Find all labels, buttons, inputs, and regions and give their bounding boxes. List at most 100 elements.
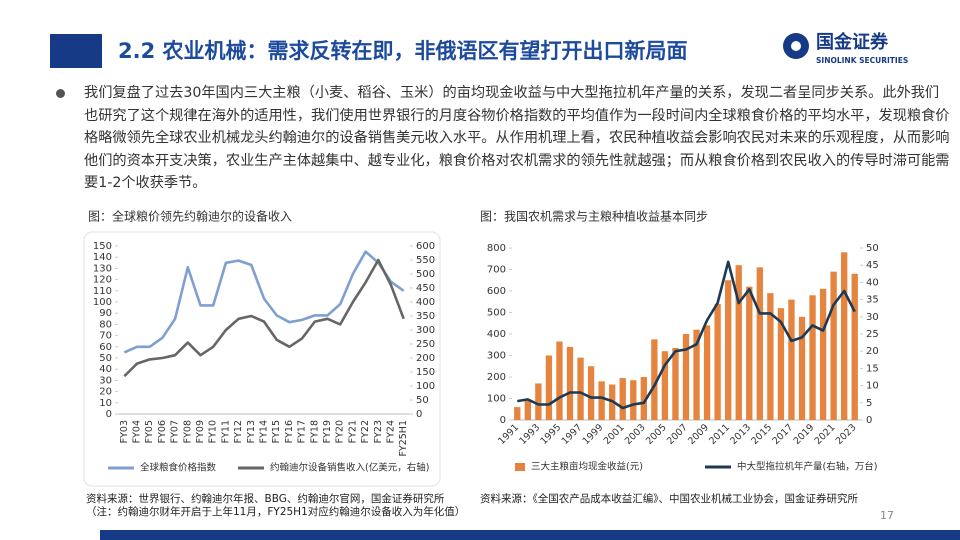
x-tick-label: FY17 <box>297 420 308 443</box>
y-tick-label: 0 <box>500 415 506 426</box>
y-tick-label: 90 <box>99 308 112 319</box>
bar <box>524 400 531 420</box>
y-tick-label: 120 <box>93 275 112 286</box>
body-text: 我们复盘了过去30年国内三大主粮（小麦、稻谷、玉米）的亩均现金收益与中大型拖拉机… <box>84 85 950 192</box>
y-tick-label: 100 <box>487 394 506 405</box>
bar <box>514 407 521 420</box>
y2-tick-label: 600 <box>416 241 435 252</box>
y-tick-label: 100 <box>93 297 112 308</box>
y2-tick-label: 500 <box>416 269 435 280</box>
y-tick-label: 500 <box>487 308 506 319</box>
y2-tick-label: 300 <box>416 325 435 336</box>
x-tick-label: FY15 <box>271 420 282 443</box>
bar <box>619 378 626 420</box>
x-tick-label: 1993 <box>517 422 542 447</box>
bar <box>809 295 816 420</box>
bar <box>693 329 700 420</box>
line-series <box>517 260 856 410</box>
y2-tick-label: 20 <box>866 346 879 357</box>
bullet <box>56 89 65 98</box>
logo-cn: 国金证券 <box>816 31 889 53</box>
bar <box>735 265 742 420</box>
x-tick-label: FY13 <box>246 420 257 443</box>
y-tick-label: 300 <box>487 351 506 362</box>
y-tick-label: 0 <box>106 409 112 420</box>
y2-tick-label: 5 <box>866 398 872 409</box>
x-tick-label: FY09 <box>195 420 206 443</box>
bar <box>703 325 711 420</box>
y-tick-label: 20 <box>99 387 112 398</box>
bar <box>788 299 795 420</box>
x-tick-label: 2005 <box>644 422 669 447</box>
x-tick-label: FY23 <box>373 420 384 443</box>
page-number: 17 <box>880 509 894 522</box>
bar <box>819 288 827 420</box>
y-tick-label: 70 <box>99 331 112 342</box>
y2-tick-label: 350 <box>416 311 435 322</box>
y2-tick-label: 50 <box>416 395 429 406</box>
x-tick-label: 2015 <box>749 422 774 447</box>
chart-frame <box>83 231 441 487</box>
bar <box>640 377 647 420</box>
y2-tick-label: 10 <box>866 381 879 392</box>
y2-tick-label: 550 <box>416 255 435 266</box>
y-tick-label: 10 <box>99 398 112 409</box>
bar <box>587 366 595 420</box>
x-tick-label: FY08 <box>182 420 193 443</box>
y-tick-label: 400 <box>487 329 506 340</box>
x-tick-label: FY05 <box>144 420 155 443</box>
legend-label: 约翰迪尔设备销售收入(亿美元，右轴) <box>270 462 429 474</box>
bar <box>651 339 658 420</box>
x-tick-label: FY12 <box>233 420 244 443</box>
x-tick-label: FY11 <box>220 420 231 443</box>
x-tick-label: 2019 <box>792 422 817 447</box>
x-tick-label: FY03 <box>119 420 130 443</box>
bar <box>851 273 858 420</box>
y-tick-label: 600 <box>487 286 506 297</box>
x-tick-label: FY16 <box>284 420 295 443</box>
x-tick-label: FY14 <box>259 420 270 443</box>
x-tick-label: 2013 <box>728 422 753 447</box>
x-tick-label: FY24 <box>385 420 396 443</box>
bar <box>841 252 848 420</box>
y2-tick-label: 45 <box>866 260 879 271</box>
x-tick-label: FY22 <box>360 420 371 443</box>
y-tick-label: 800 <box>487 243 506 254</box>
y-tick-label: 50 <box>99 353 112 364</box>
y-tick-label: 60 <box>99 342 112 353</box>
y-tick-label: 150 <box>93 241 112 252</box>
y2-tick-label: 100 <box>416 381 435 392</box>
x-tick-label: FY18 <box>309 420 320 443</box>
bar <box>830 271 837 420</box>
x-tick-label: FY10 <box>208 420 219 443</box>
x-tick-label: 2001 <box>602 422 627 447</box>
bar <box>777 308 785 420</box>
y-tick-label: 110 <box>93 286 112 297</box>
bar <box>767 293 774 420</box>
x-tick-label: FY25H1 <box>398 420 409 457</box>
x-tick-label: FY07 <box>170 420 181 443</box>
y2-tick-label: 30 <box>866 312 879 323</box>
bar <box>535 383 542 420</box>
x-tick-label: FY19 <box>322 420 333 443</box>
x-tick-label: 1997 <box>560 422 585 447</box>
legend-label: 全球粮食价格指数 <box>140 462 217 474</box>
bar <box>556 341 563 420</box>
x-tick-label: 2023 <box>834 422 859 447</box>
x-tick-label: FY04 <box>132 420 143 443</box>
slide-title: 2.2 农业机械：需求反转在即，非俄语区有望打开出口新局面 <box>118 39 688 63</box>
bar <box>672 347 679 420</box>
y2-tick-label: 25 <box>866 329 879 340</box>
y2-tick-label: 0 <box>866 415 872 426</box>
bar <box>566 346 574 420</box>
y2-tick-label: 50 <box>866 243 879 254</box>
y-tick-label: 130 <box>93 263 112 274</box>
y2-tick-label: 400 <box>416 297 435 308</box>
chart-caption: 图：全球粮价领先约翰迪尔的设备收入 <box>88 209 292 224</box>
bar <box>714 303 721 420</box>
y2-tick-label: 200 <box>416 353 435 364</box>
header-block <box>50 34 102 68</box>
legend-swatch <box>515 463 525 471</box>
x-tick-label: 1999 <box>581 422 606 447</box>
